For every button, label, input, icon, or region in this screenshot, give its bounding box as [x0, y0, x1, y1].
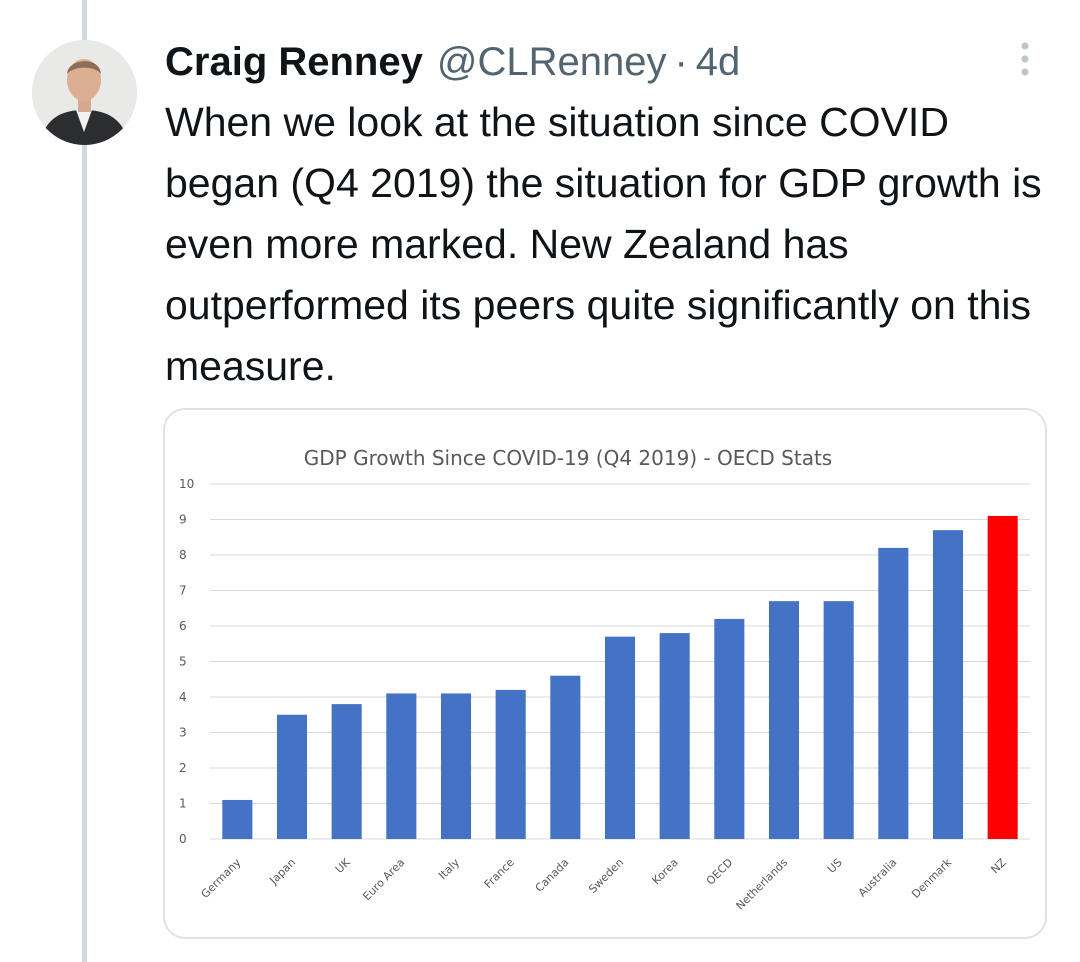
x-tick-label: Denmark [909, 855, 954, 900]
x-tick-label: France [482, 856, 517, 891]
x-tick-label: UK [333, 855, 354, 876]
y-tick-label: 6 [179, 619, 187, 633]
y-tick-label: 3 [179, 726, 187, 740]
bar-netherlands [768, 601, 800, 839]
chart-title: GDP Growth Since COVID-19 (Q4 2019) - OE… [304, 446, 832, 470]
bar-uk [331, 704, 362, 839]
y-tick-label: 7 [179, 584, 187, 598]
tweet-header: Craig Renney @CLRenney · 4d [165, 34, 740, 90]
x-axis-ticks: Germany Japan UK Euro Area Italy France Canada… [199, 855, 1010, 912]
more-vertical-icon[interactable] [1010, 40, 1040, 80]
bars [222, 515, 1018, 839]
y-tick-label: 9 [179, 513, 187, 527]
tweet-text: When we look at the situation since COVI… [165, 99, 1042, 389]
tweet-media-chart[interactable]: 0 1 2 3 4 5 6 7 8 9 10 Germany Japan UK Euro Area Ital… [163, 408, 1047, 939]
bar-germany [222, 799, 253, 839]
x-tick-label: Australia [856, 856, 900, 900]
y-tick-label: 5 [179, 655, 187, 669]
author-name[interactable]: Craig Renney [165, 40, 423, 84]
bar-japan [276, 714, 308, 839]
author-handle[interactable]: @CLRenney [436, 40, 667, 84]
timestamp[interactable]: 4d [695, 40, 741, 84]
y-tick-label: 0 [179, 832, 187, 846]
bar-canada [550, 675, 581, 839]
x-tick-label: Canada [533, 856, 572, 895]
thread-line [82, 0, 87, 962]
bar-oecd [714, 618, 745, 839]
bar-euro-area [386, 693, 417, 839]
x-tick-label: Germany [199, 856, 244, 901]
y-tick-label: 2 [179, 761, 187, 775]
separator-dot: · [674, 40, 688, 84]
avatar[interactable] [32, 40, 137, 145]
bar-us [823, 601, 854, 839]
y-tick-label: 10 [179, 477, 194, 491]
y-tick-label: 1 [179, 797, 187, 811]
y-tick-label: 8 [179, 548, 187, 562]
bar-nz [987, 515, 1018, 839]
x-tick-label: Japan [267, 856, 299, 888]
y-tick-label: 4 [179, 690, 187, 704]
x-tick-label: Korea [650, 856, 681, 887]
bar-italy [440, 693, 472, 839]
x-tick-label: OECD [704, 856, 736, 888]
bar-australia [878, 547, 909, 839]
x-tick-label: Netherlands [734, 856, 791, 913]
bar-france [495, 689, 526, 839]
x-tick-label: Euro Area [360, 856, 407, 903]
y-axis-ticks: 0 1 2 3 4 5 6 7 8 9 10 [179, 477, 194, 846]
bar-sweden [604, 636, 636, 839]
x-tick-label: US [825, 856, 845, 876]
gdp-bar-chart: 0 1 2 3 4 5 6 7 8 9 10 Germany Japan UK Euro Area Ital… [179, 446, 1030, 913]
bar-denmark [932, 530, 964, 839]
x-tick-label: Sweden [586, 856, 626, 896]
x-tick-label: NZ [988, 856, 1009, 877]
bar-korea [659, 633, 690, 839]
x-tick-label: Italy [436, 856, 462, 882]
